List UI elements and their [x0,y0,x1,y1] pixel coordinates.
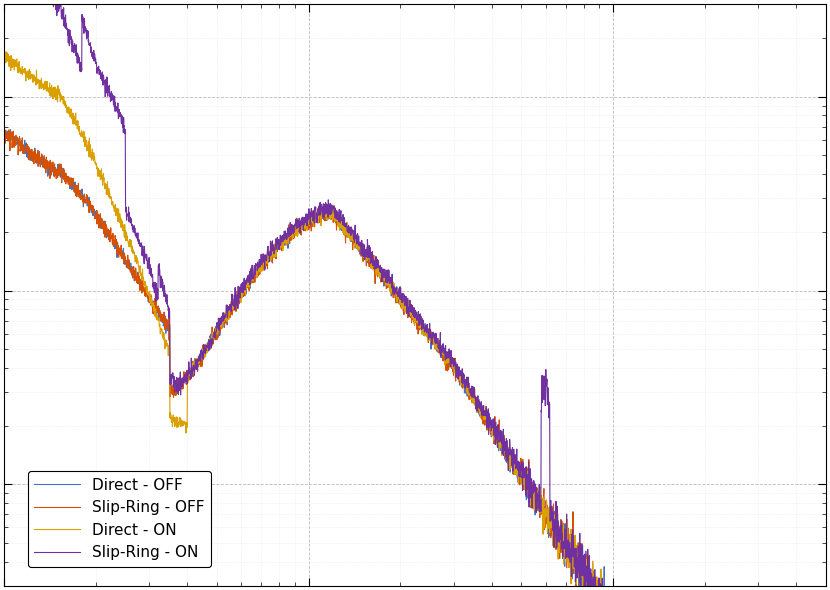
Slip-Ring - OFF [315,211,325,218]
Direct - OFF [142,289,152,296]
Direct - OFF [315,216,325,223]
Slip-Ring - ON [315,199,325,206]
Slip-Ring - OFF [142,289,152,296]
Direct - OFF [0,125,9,132]
Direct - ON [142,283,152,290]
Direct - OFF [93,216,103,223]
Direct - ON [315,211,325,218]
Direct - ON [93,167,103,174]
Slip-Ring - OFF [93,214,103,221]
Slip-Ring - ON [350,222,360,229]
Slip-Ring - OFF [0,126,9,133]
Line: Direct - OFF: Direct - OFF [4,129,826,590]
Direct - OFF [350,240,360,247]
Slip-Ring - ON [142,254,152,261]
Direct - ON [0,57,9,64]
Direct - ON [350,238,360,245]
Slip-Ring - ON [93,64,103,71]
Direct - ON [0,47,9,54]
Line: Slip-Ring - OFF: Slip-Ring - OFF [4,129,826,590]
Slip-Ring - OFF [350,238,360,245]
Line: Slip-Ring - ON: Slip-Ring - ON [4,0,826,590]
Legend: Direct - OFF, Slip-Ring - OFF, Direct - ON, Slip-Ring - ON: Direct - OFF, Slip-Ring - OFF, Direct - … [28,471,211,566]
Line: Direct - ON: Direct - ON [4,51,826,590]
